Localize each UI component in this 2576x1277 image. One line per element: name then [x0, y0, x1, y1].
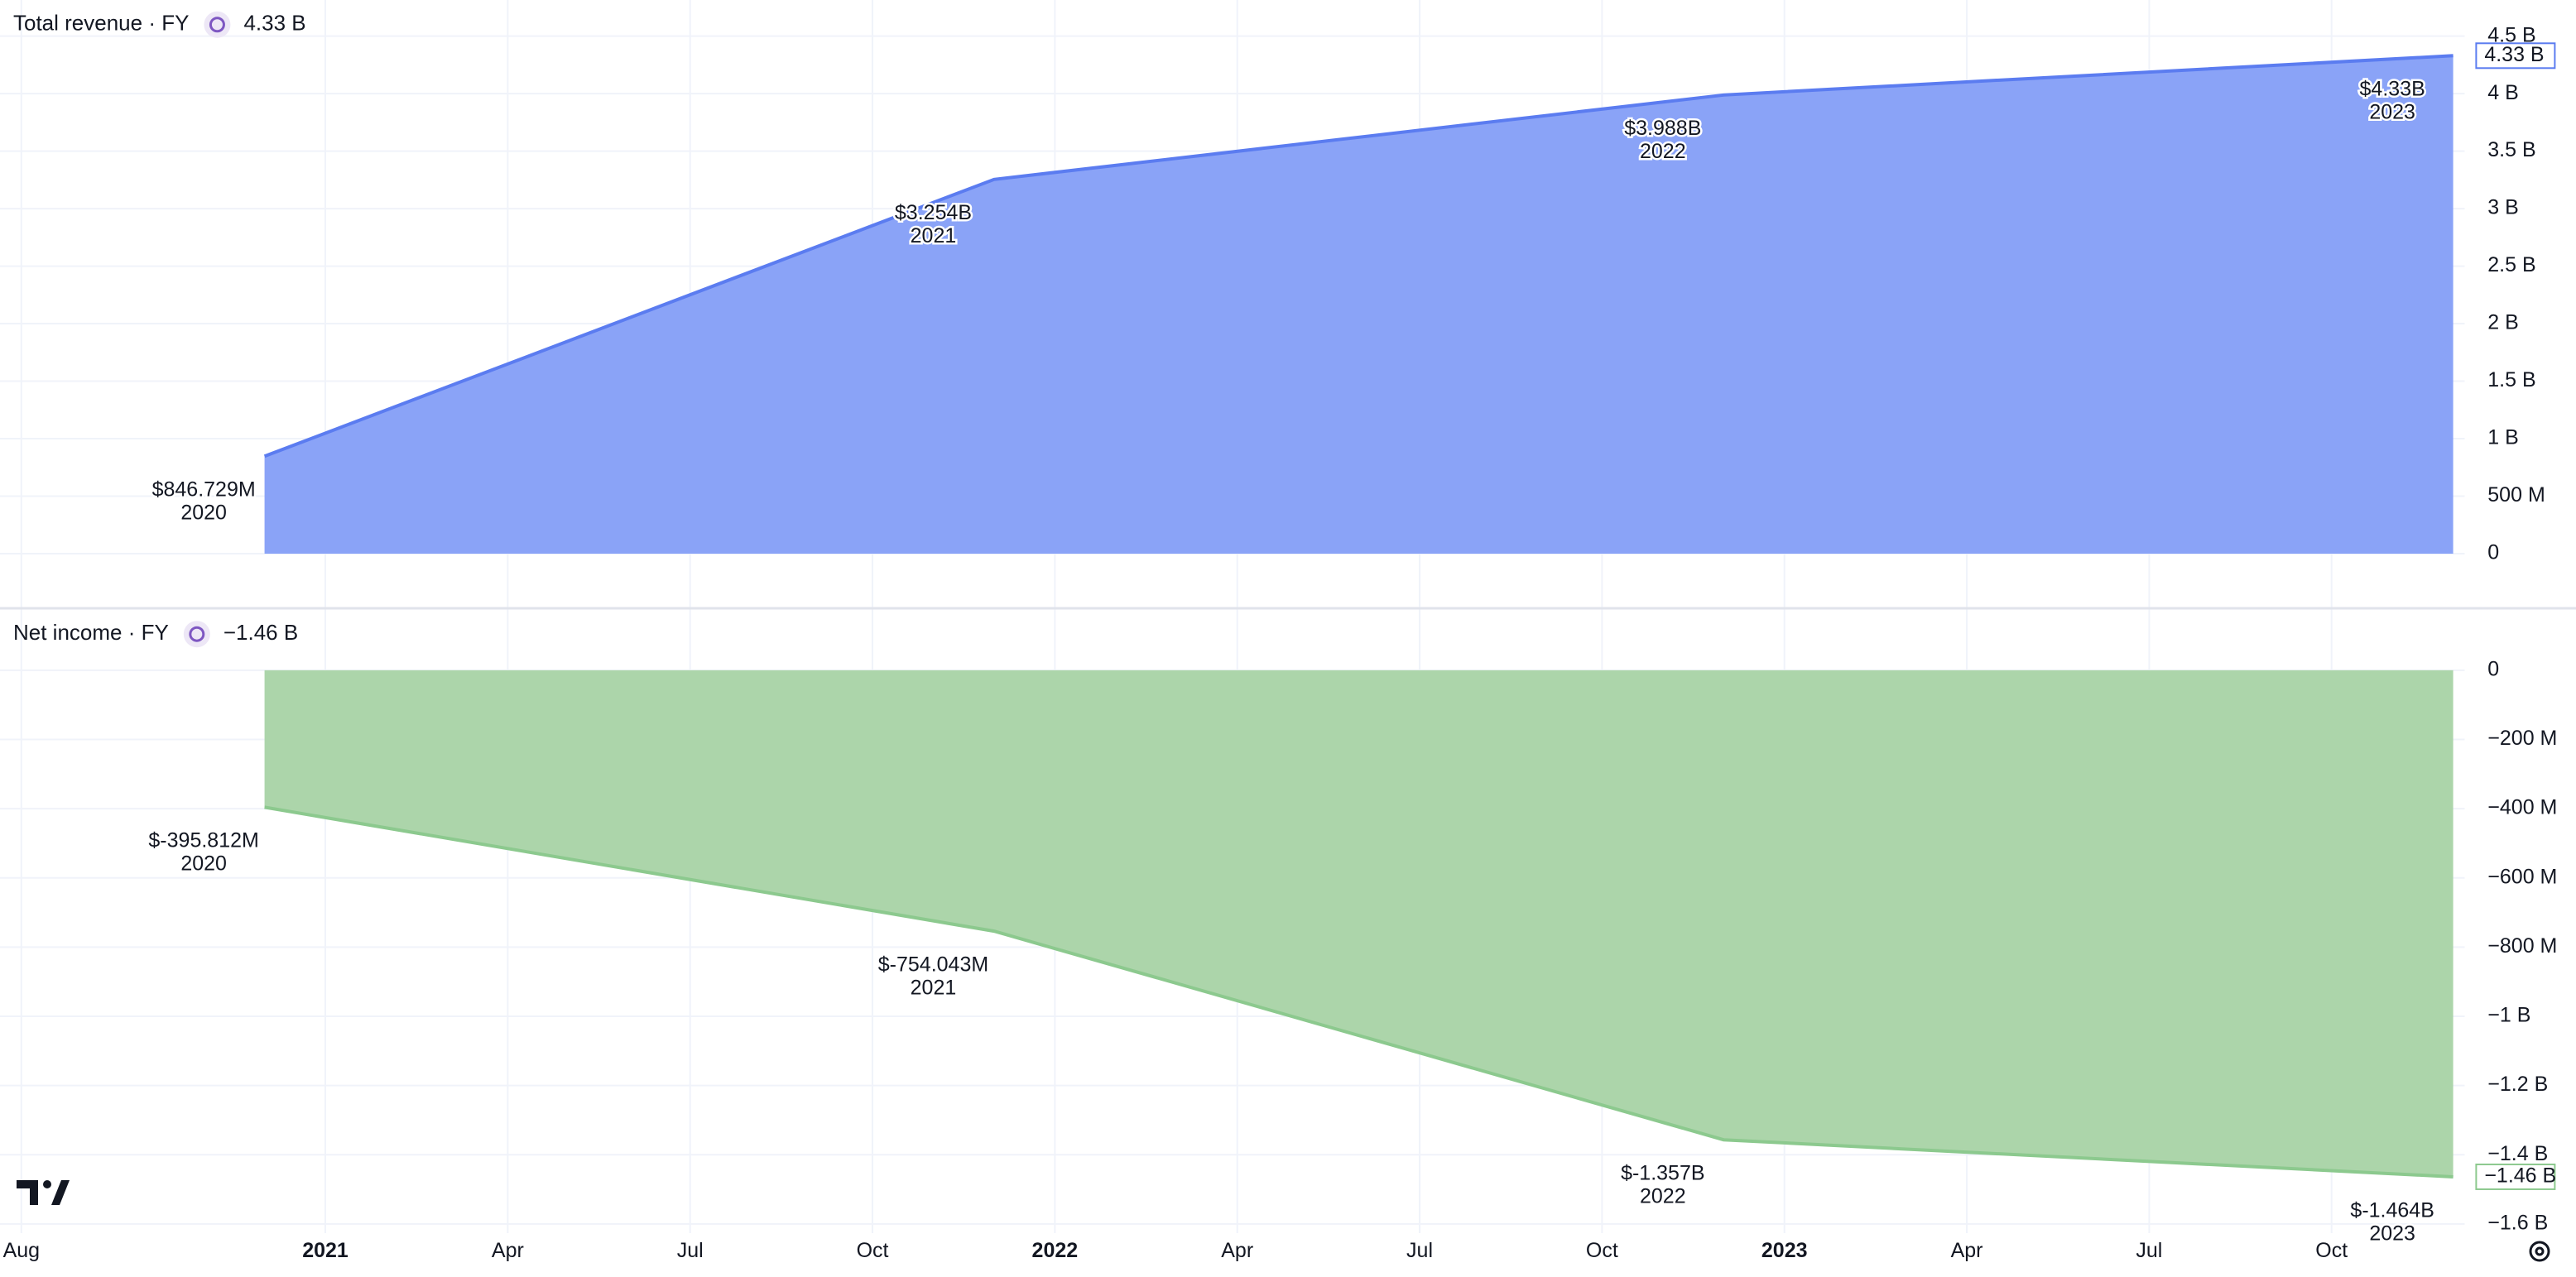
data-label-year: 2023 — [2369, 1222, 2415, 1245]
y-tick-label: 3.5 B — [2487, 138, 2535, 161]
y-tick-label: 500 M — [2487, 483, 2545, 506]
x-tick-label: Oct — [2315, 1239, 2348, 1262]
data-label-year: 2021 — [911, 976, 957, 999]
indicator-icon-ring[interactable] — [209, 17, 225, 33]
data-label: $4.33B — [2360, 78, 2425, 101]
x-tick-label: Oct — [857, 1239, 889, 1262]
y-tick-label: 4 B — [2487, 81, 2519, 104]
x-tick-label: Aug — [3, 1239, 40, 1262]
last-value-label: 4.33 B — [2484, 43, 2544, 66]
x-tick-label: Apr — [1951, 1239, 1983, 1262]
data-label: $846.729M — [152, 478, 256, 502]
data-label-year: 2022 — [1640, 1185, 1686, 1208]
y-tick-label: 1.5 B — [2487, 368, 2535, 391]
pane-last-value: 4.33 B — [243, 11, 305, 36]
area — [264, 670, 2453, 1177]
data-label: $-1.464B — [2350, 1198, 2434, 1222]
data-label: $3.988B — [1624, 117, 1701, 140]
y-tick-label: −600 M — [2487, 865, 2557, 888]
plot: $846.729M2020$3.254B2021$3.988B2022$4.33… — [147, 54, 2453, 1247]
y-tick-label: 1 B — [2487, 426, 2519, 449]
y-tick-label: 0 — [2487, 541, 2499, 564]
axis: Aug 2021 Apr Jul Oct 2022 Apr Jul Oct 2023 Apr Jul O… — [3, 23, 2558, 1262]
indicator-icon-ring[interactable] — [189, 626, 205, 642]
x-tick-label: Apr — [492, 1239, 524, 1262]
data-label: $-754.043M — [878, 953, 988, 976]
pane-header: Total revenue · FY 4.33 B — [13, 11, 306, 38]
indicator-icon[interactable] — [183, 621, 210, 648]
pane-last-value: −1.46 B — [223, 620, 298, 645]
line — [264, 805, 2453, 1179]
y-tick-label: 3 B — [2487, 196, 2519, 219]
y-tick-label: 0 — [2487, 657, 2499, 680]
x-tick-label: Apr — [1221, 1239, 1253, 1262]
data-label: $-395.812M — [148, 829, 258, 852]
y-tick-label: −400 M — [2487, 796, 2557, 819]
area — [264, 55, 2453, 554]
x-tick-label: Jul — [677, 1239, 704, 1262]
settings-icon[interactable] — [2529, 1241, 2550, 1262]
pane-title: Net income · FY — [13, 620, 169, 645]
data-label-year: 2022 — [1640, 140, 1686, 163]
x-tick-label: Jul — [2136, 1239, 2162, 1262]
data-label-year: 2021 — [911, 224, 957, 247]
data-label-year: 2020 — [180, 502, 227, 525]
y-tick-label: 2.5 B — [2487, 253, 2535, 276]
x-tick-label: 2022 — [1032, 1239, 1079, 1262]
line — [263, 54, 2453, 458]
data-label-year: 2023 — [2369, 101, 2415, 124]
data-label: $3.254B — [895, 201, 972, 224]
pane-title: Total revenue · FY — [13, 11, 189, 36]
last-value-badge — [2475, 42, 2556, 70]
y-tick-label: −1 B — [2487, 1004, 2530, 1027]
y-tick-label: −200 M — [2487, 727, 2557, 750]
y-tick-label: −1.2 B — [2487, 1073, 2548, 1096]
y-tick-label: 2 B — [2487, 311, 2519, 334]
data-label: $-1.357B — [1621, 1162, 1704, 1185]
y-tick-label: −1.4 B — [2487, 1142, 2548, 1165]
x-tick-label: 2023 — [1761, 1239, 1808, 1262]
y-tick-label: −800 M — [2487, 934, 2557, 958]
last-value-label: −1.46 B — [2484, 1164, 2556, 1188]
last-value-badge — [2475, 1163, 2556, 1190]
x-tick-label: Jul — [1406, 1239, 1433, 1262]
x-tick-label: Oct — [1586, 1239, 1618, 1262]
data-label-year: 2020 — [180, 852, 227, 876]
pane-header: Net income · FY −1.46 B — [13, 620, 298, 648]
y-tick-label: −1.6 B — [2487, 1211, 2548, 1234]
logo — [17, 1180, 70, 1205]
indicator-icon[interactable] — [204, 11, 231, 38]
x-tick-label: 2021 — [302, 1239, 348, 1262]
